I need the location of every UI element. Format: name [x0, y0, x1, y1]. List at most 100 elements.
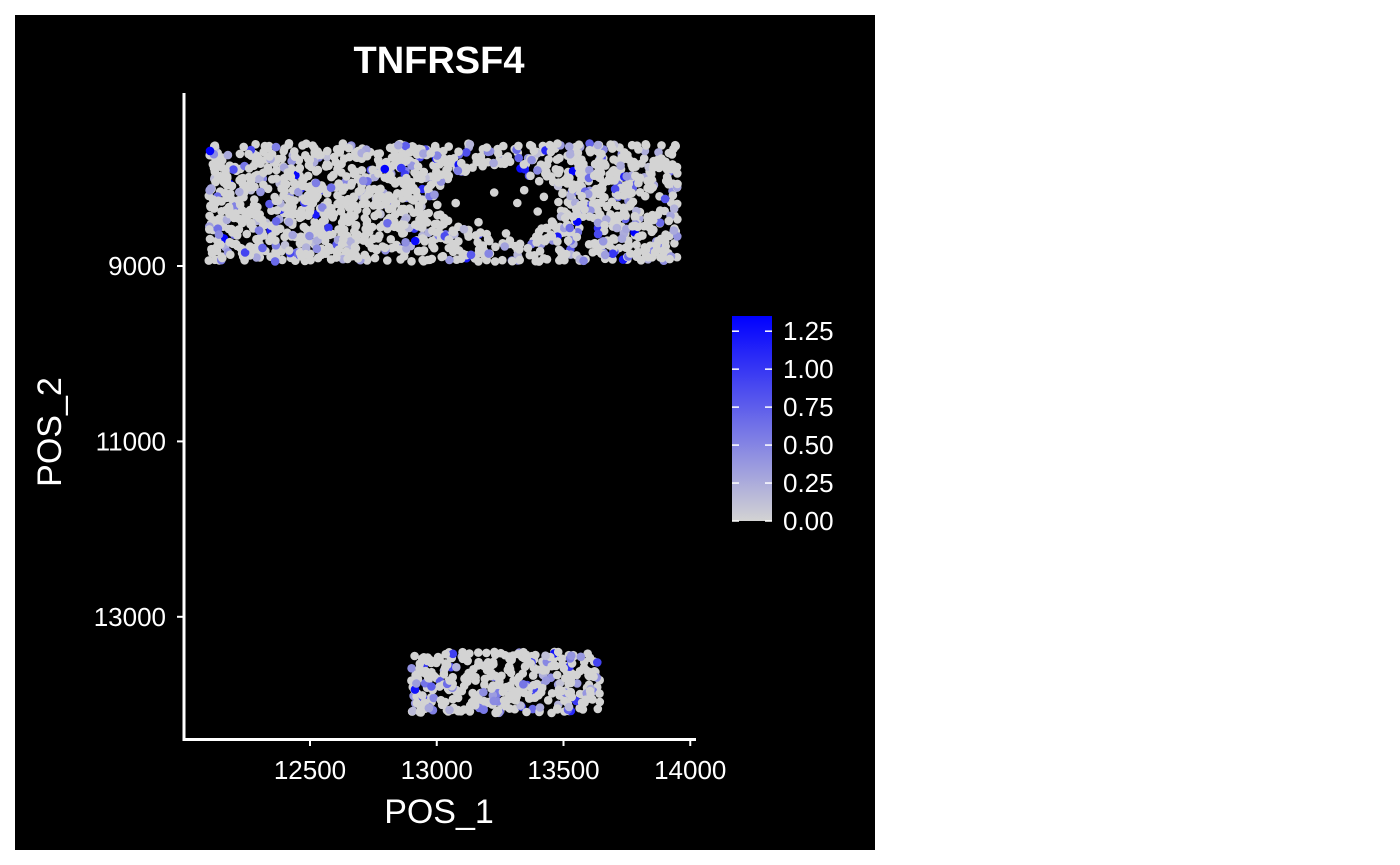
- cell-point: [410, 236, 420, 246]
- cell-point: [546, 147, 556, 157]
- cell-point: [376, 222, 385, 232]
- x-tick-label: 12500: [274, 755, 346, 785]
- cell-point: [415, 707, 425, 717]
- cell-point: [299, 222, 309, 232]
- cell-point: [608, 249, 618, 258]
- cell-point: [444, 235, 454, 244]
- cell-point: [359, 236, 368, 245]
- cell-point: [482, 665, 492, 675]
- cell-point: [459, 224, 469, 234]
- chart-title: TNFRSF4: [354, 40, 525, 82]
- cell-point: [513, 649, 523, 659]
- cell-point: [301, 151, 310, 160]
- cell-point: [527, 155, 536, 165]
- cell-point: [476, 228, 485, 237]
- cell-point: [318, 203, 327, 212]
- cell-point: [295, 239, 305, 248]
- cell-point: [426, 149, 436, 158]
- cell-point: [312, 244, 322, 254]
- cell-point: [462, 672, 472, 681]
- cell-point: [665, 254, 674, 264]
- cell-point: [593, 140, 603, 150]
- cell-point: [534, 227, 544, 236]
- cell-point: [351, 231, 360, 240]
- cell-point: [205, 211, 214, 221]
- cell-point: [578, 705, 588, 714]
- cell-point: [634, 178, 643, 188]
- cell-point: [264, 141, 274, 151]
- cell-point: [280, 144, 289, 153]
- cell-point: [534, 176, 544, 186]
- cell-point: [630, 211, 640, 221]
- cell-point: [390, 179, 400, 188]
- cell-point: [523, 690, 533, 699]
- cell-point: [521, 650, 531, 659]
- cell-point: [672, 162, 682, 172]
- cell-point: [290, 152, 300, 161]
- cell-point: [500, 242, 510, 251]
- cell-point: [656, 253, 665, 262]
- cell-point: [559, 664, 569, 673]
- cell-point: [235, 176, 244, 185]
- cell-point: [454, 237, 463, 246]
- cell-point: [473, 238, 483, 247]
- cell-point: [383, 218, 392, 228]
- cell-point: [660, 194, 670, 204]
- cell-point: [402, 156, 411, 165]
- cell-point: [243, 207, 252, 217]
- cell-point: [502, 682, 511, 692]
- cell-point: [341, 214, 350, 224]
- cell-point: [427, 682, 436, 691]
- cell-point: [479, 687, 488, 697]
- cell-point: [568, 212, 578, 221]
- cell-point: [480, 158, 489, 167]
- cell-point: [519, 160, 529, 169]
- cell-point: [317, 230, 326, 240]
- cell-point: [399, 179, 408, 189]
- cell-point: [633, 222, 643, 232]
- y-tick-label: 13000: [94, 602, 166, 632]
- cell-point: [271, 236, 280, 245]
- cell-point: [519, 185, 529, 195]
- cell-point: [545, 140, 555, 150]
- x-axis-label: POS_1: [384, 793, 494, 831]
- cell-point: [204, 256, 214, 265]
- cell-point: [612, 223, 622, 233]
- cell-point: [413, 221, 423, 231]
- cell-point: [271, 196, 281, 206]
- cell-point: [271, 225, 280, 235]
- cell-point: [565, 173, 574, 183]
- cell-point: [566, 191, 575, 201]
- cell-point: [533, 166, 542, 175]
- cell-point: [498, 255, 507, 265]
- cell-point: [488, 657, 498, 667]
- cell-point: [325, 230, 334, 240]
- cell-point: [535, 703, 545, 712]
- cell-point: [338, 139, 348, 148]
- cell-point: [595, 689, 604, 698]
- cell-point: [401, 188, 411, 198]
- cell-point: [265, 152, 274, 161]
- cell-point: [267, 175, 277, 184]
- cell-point: [324, 242, 334, 252]
- legend-label: 1.25: [783, 316, 834, 346]
- cell-point: [432, 657, 442, 666]
- cell-point: [339, 235, 348, 244]
- cell-point: [490, 650, 500, 660]
- cell-point: [469, 665, 478, 674]
- cell-point: [656, 234, 666, 244]
- cell-point: [669, 226, 679, 235]
- cell-point: [457, 158, 466, 168]
- y-axis-label: POS_2: [31, 377, 69, 487]
- cell-point: [284, 246, 294, 255]
- cell-point: [264, 166, 273, 175]
- cell-point: [449, 227, 459, 237]
- cell-point: [556, 254, 566, 263]
- cell-point: [453, 166, 463, 176]
- cell-point: [224, 224, 233, 234]
- cell-point: [526, 659, 535, 668]
- cell-point: [259, 147, 268, 157]
- cell-point: [515, 255, 524, 265]
- cell-point: [310, 148, 319, 157]
- cell-point: [278, 255, 287, 265]
